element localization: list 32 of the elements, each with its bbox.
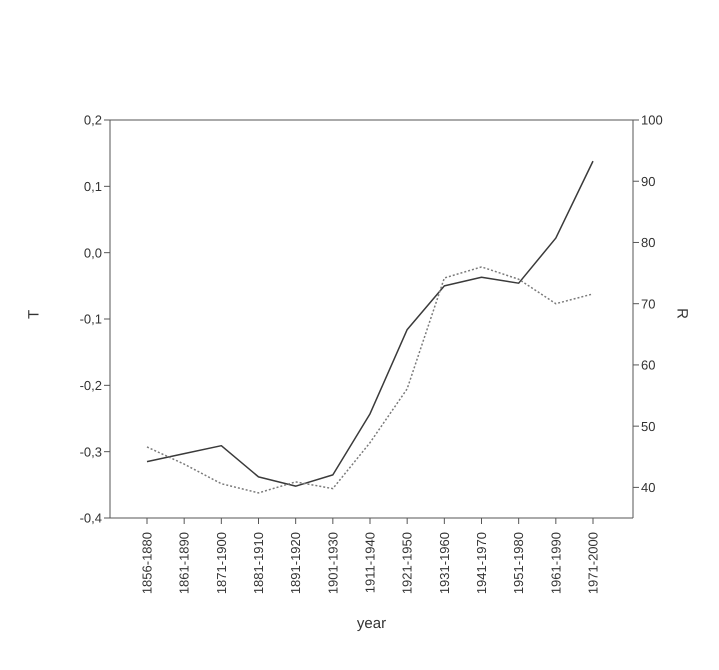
x-tick-label: 1901-1930 xyxy=(325,532,340,594)
y2-tick-label: 50 xyxy=(641,418,656,434)
x-tick-label: 1911-1940 xyxy=(362,532,378,594)
y-tick-label: -0,3 xyxy=(80,444,102,460)
y-tick-label: 0,2 xyxy=(84,112,102,128)
y2-tick-label: 80 xyxy=(641,235,656,250)
y-axis-title: T xyxy=(25,310,42,319)
y-tick-label: -0,2 xyxy=(80,378,102,393)
x-tick-label: 1861-1890 xyxy=(176,532,192,594)
y-tick-label: -0,4 xyxy=(80,510,102,526)
x-tick-label: 1891-1920 xyxy=(288,532,304,594)
x-tick-label: 1951-1980 xyxy=(511,532,526,594)
x-tick-label: 1881-1910 xyxy=(251,532,266,594)
x-tick-label: 1871-1900 xyxy=(214,532,229,594)
x-tick-label: 1941-1970 xyxy=(474,532,489,594)
y2-tick-label: 40 xyxy=(641,480,656,495)
x-tick-label: 1856-1880 xyxy=(140,532,154,594)
line-series xyxy=(146,160,594,487)
x-axis-title: year xyxy=(356,615,386,632)
y-tick-label: 0,0 xyxy=(84,245,102,260)
y-tick-label: -0,1 xyxy=(80,312,102,327)
y2-tick-label: 60 xyxy=(641,358,656,373)
x-tick-label: 1961-1990 xyxy=(548,532,564,594)
y2-tick-label: 70 xyxy=(641,296,656,312)
x-tick-label: 1971-2000 xyxy=(586,532,600,594)
y2-tick-label: 100 xyxy=(641,112,663,128)
y2-axis-title: R xyxy=(674,308,691,320)
line-series xyxy=(146,266,594,494)
x-tick-label: 1931-1960 xyxy=(436,532,452,594)
x-tick-label: 1921-1950 xyxy=(400,532,415,594)
y-tick-label: 0,1 xyxy=(84,178,102,194)
y2-tick-label: 90 xyxy=(641,174,656,189)
